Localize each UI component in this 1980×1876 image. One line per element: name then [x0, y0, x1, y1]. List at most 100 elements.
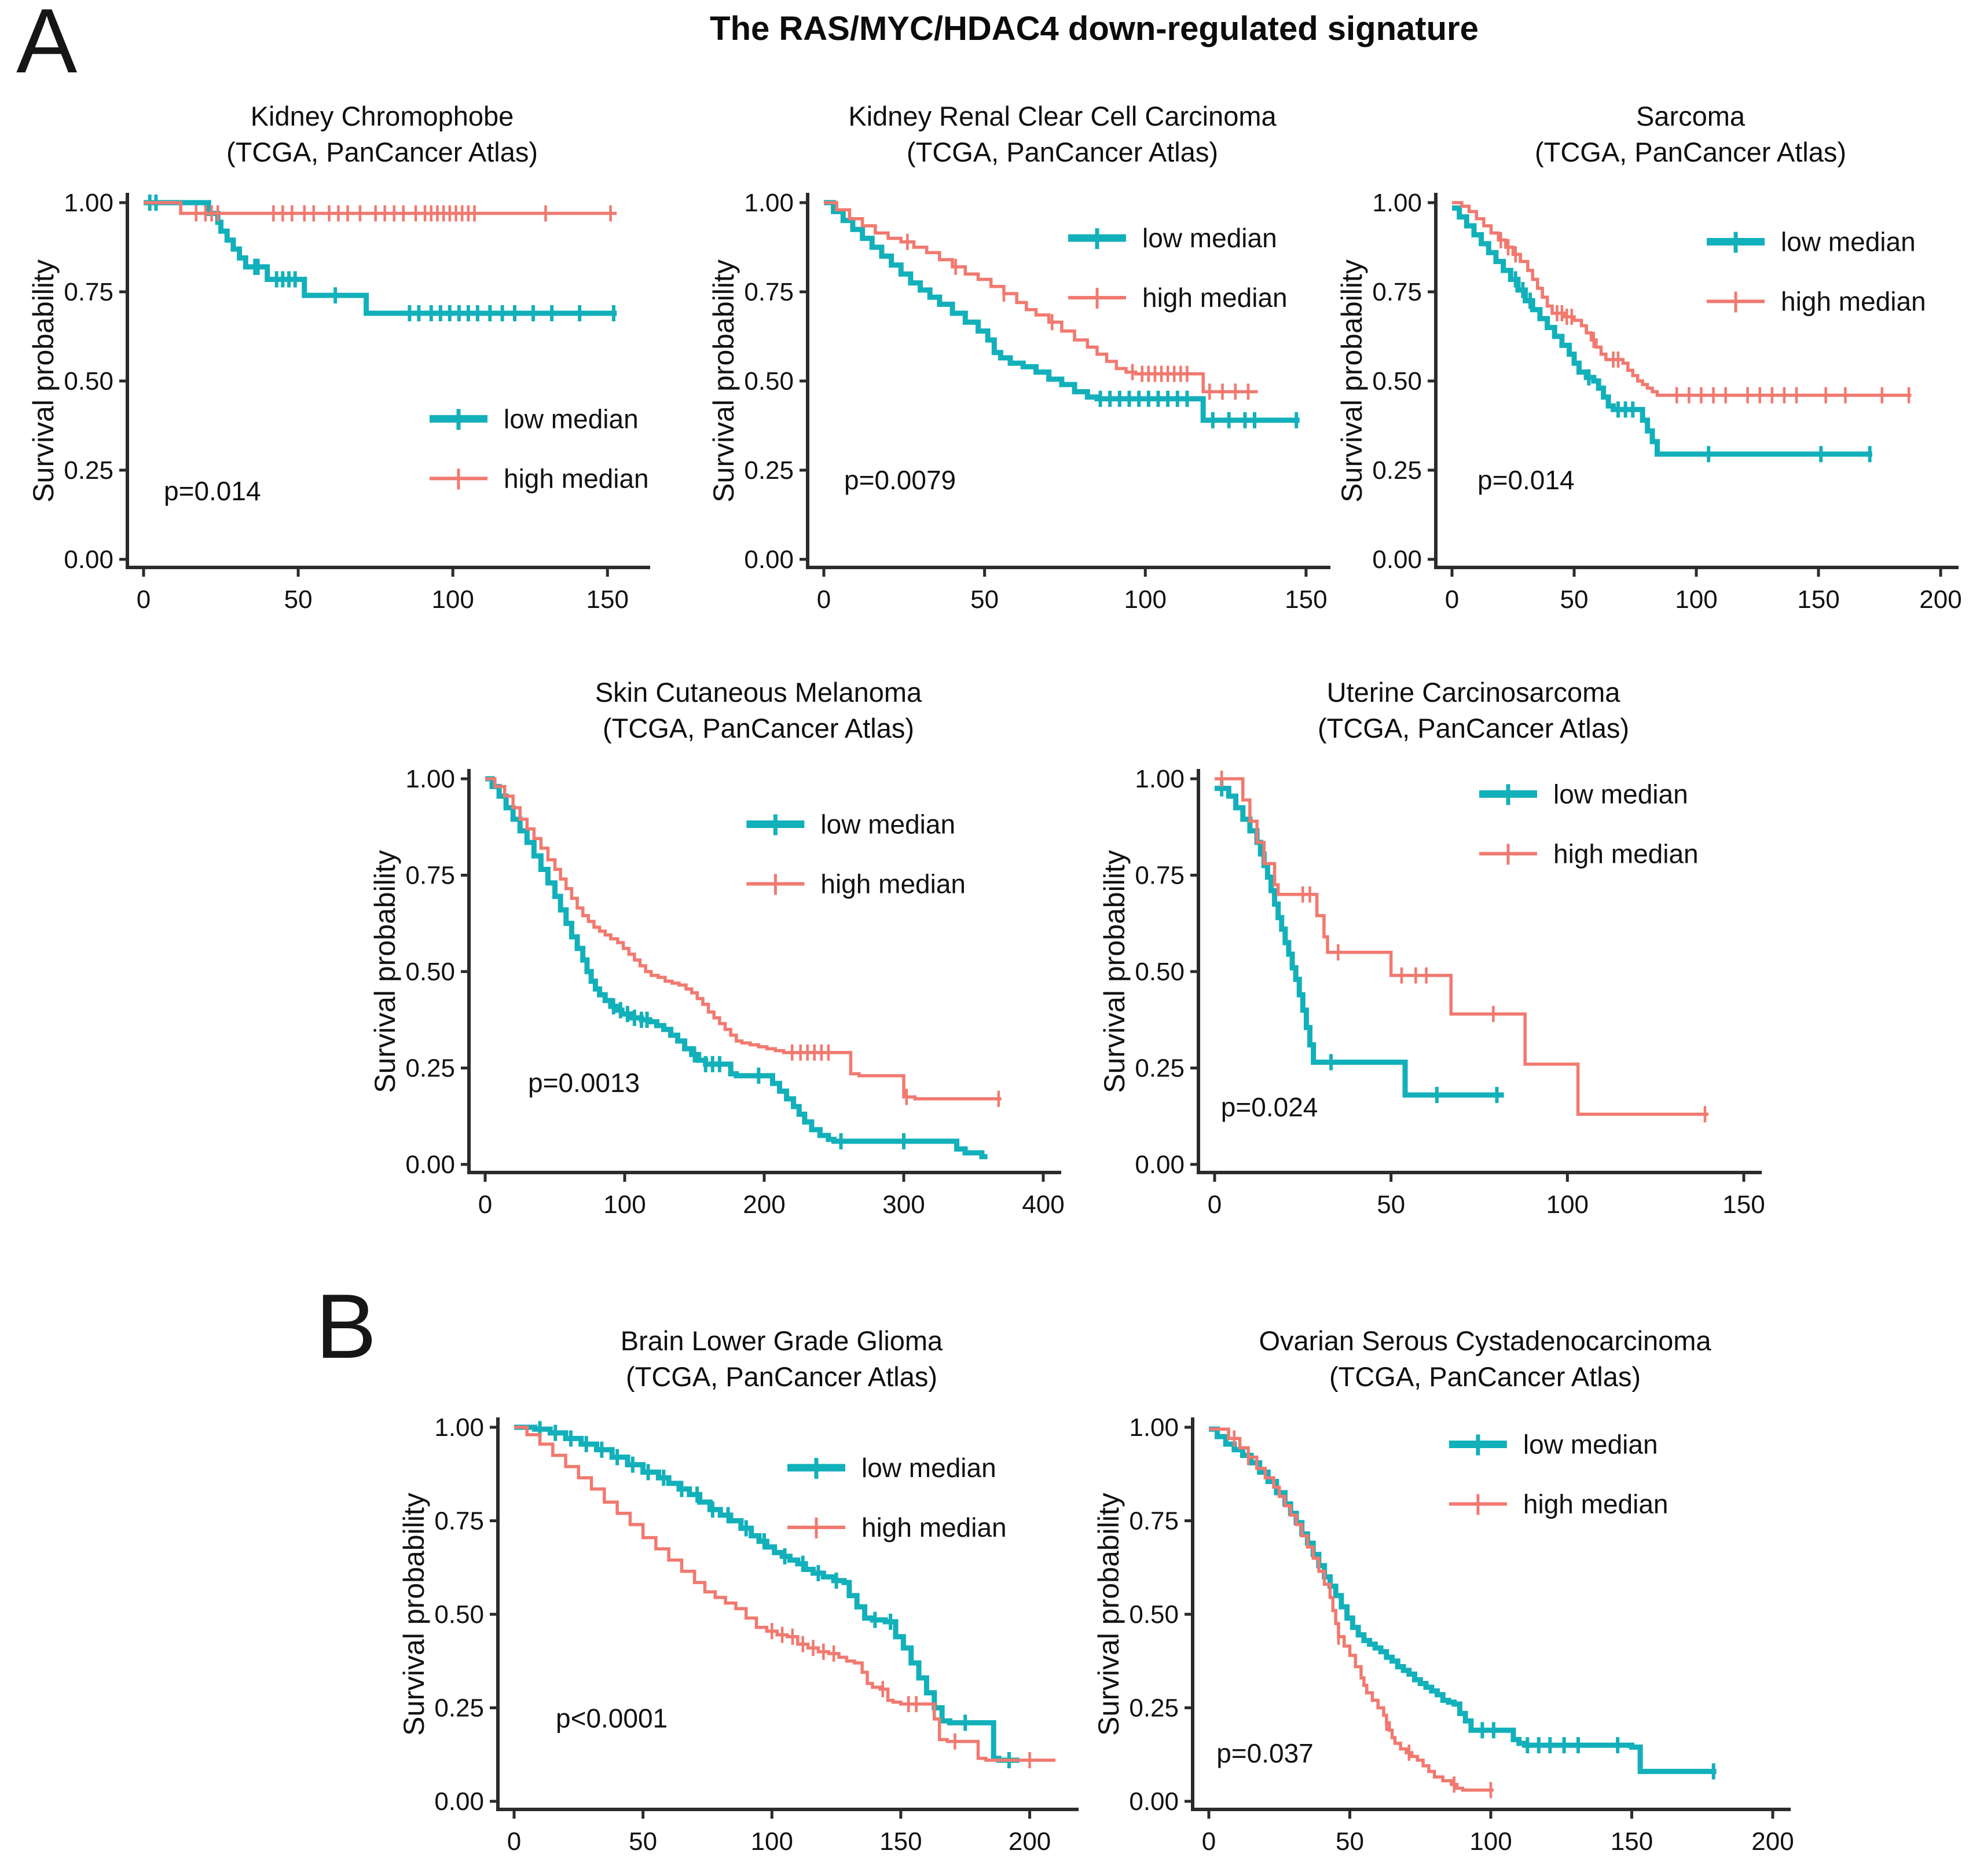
x-tick-label: 150: [1611, 1827, 1653, 1856]
legend-label: low median: [1523, 1429, 1658, 1459]
km-plot-svg: 1.00 0.75 0.50 0.25 0.00 0 50 100 150 200 Survival…: [1092, 1413, 1794, 1856]
plot-subtitle: (TCGA, PanCancer Atlas): [906, 137, 1219, 167]
y-axis-label: Survival probability: [369, 850, 401, 1093]
legend-item-low-median: low median: [1068, 223, 1277, 253]
km-plot-svg: 1.00 0.75 0.50 0.25 0.00 0 100 200 300 400 Surviva…: [369, 765, 1065, 1219]
plot-subtitle: (TCGA, PanCancer Atlas): [226, 137, 538, 167]
axes: [1197, 769, 1762, 1174]
p-value: p=0.014: [164, 476, 261, 506]
censor-marks-low-median: [1513, 271, 1872, 463]
panel-b-label: B: [316, 1276, 377, 1377]
p-value: p<0.0001: [556, 1703, 668, 1733]
x-tick-label: 0: [137, 585, 151, 614]
legend-item-high-median: high median: [1707, 287, 1926, 317]
plot-title: Kidney Renal Clear Cell Carcinoma: [848, 101, 1277, 131]
x-tick-label: 200: [1751, 1827, 1794, 1856]
axes: [1191, 1417, 1791, 1811]
axes: [1434, 193, 1959, 569]
y-tick-label: 1.00: [1129, 1413, 1179, 1442]
y-axis-label: Survival probability: [398, 1493, 430, 1736]
y-tick-label: 0.75: [1372, 278, 1422, 306]
curve-high-median: [1215, 777, 1709, 1116]
x-tick-label: 200: [1009, 1827, 1051, 1856]
censor-marks-high-median: [1220, 771, 1707, 1123]
legend-label: low median: [820, 809, 955, 839]
censor-marks-low-median: [1098, 390, 1299, 428]
x-tick-label: 0: [1445, 585, 1459, 614]
axes: [806, 193, 1330, 569]
legend-label: high median: [504, 463, 649, 493]
legend-item-high-median: high median: [430, 463, 649, 493]
censor-marks-low-median: [611, 998, 905, 1150]
censor-marks-high-median: [906, 233, 1250, 400]
y-tick-label: 0.25: [744, 456, 794, 485]
y-tick-label: 0.50: [1135, 958, 1185, 986]
curve-high-median: [514, 1426, 1056, 1762]
y-axis-label: Survival probability: [1336, 259, 1368, 503]
legend-label: low median: [1553, 779, 1688, 809]
censor-marks-low-median: [538, 1421, 1011, 1768]
y-tick-label: 1.00: [1372, 189, 1422, 217]
legend-label: high median: [820, 869, 966, 899]
legend-item-high-median: high median: [1068, 283, 1288, 313]
y-tick-label: 0.75: [64, 278, 113, 306]
legend-item-high-median: high median: [746, 869, 966, 899]
legend-item-high-median: high median: [1449, 1489, 1669, 1519]
km-plot-3: Sarcoma (TCGA, PanCancer Atlas) 1.00 0.75 0.…: [1332, 98, 1974, 636]
censor-marks-high-median: [771, 1623, 1031, 1768]
y-tick-label: 0.00: [64, 545, 113, 574]
plot-title: Uterine Carcinosarcoma: [1326, 677, 1620, 708]
y-tick-label: 0.50: [744, 367, 794, 395]
x-tick-label: 50: [1336, 1827, 1364, 1856]
axes: [126, 193, 650, 569]
km-plot-1: Kidney Chromophobe (TCGA, PanCancer Atlas…: [23, 98, 666, 636]
censor-marks-high-median: [790, 1044, 1000, 1107]
km-plot-5: Uterine Carcinosarcoma (TCGA, PanCancer A…: [1094, 675, 1777, 1241]
y-tick-label: 0.00: [434, 1787, 484, 1816]
km-plot-4: Skin Cutaneous Melanoma (TCGA, PanCancer …: [365, 675, 1077, 1241]
x-tick-label: 200: [743, 1190, 785, 1219]
legend-label: low median: [1142, 223, 1277, 253]
y-tick-label: 0.75: [1135, 862, 1185, 890]
curve-high-median: [1209, 1427, 1494, 1792]
plot-title: Ovarian Serous Cystadenocarcinoma: [1259, 1325, 1711, 1356]
y-tick-label: 1.00: [744, 189, 794, 217]
y-tick-label: 0.75: [434, 1507, 484, 1536]
x-tick-label: 50: [1377, 1190, 1405, 1219]
axes: [467, 769, 1061, 1174]
legend-label: low median: [861, 1453, 996, 1483]
legend-label: high median: [861, 1512, 1007, 1542]
legend: low median high median: [1479, 779, 1699, 869]
y-tick-label: 0.00: [405, 1150, 455, 1179]
legend-label: low median: [1781, 227, 1916, 257]
y-axis-label: Survival probability: [27, 259, 60, 503]
curve-low-median: [824, 200, 1300, 423]
plot-subtitle: (TCGA, PanCancer Atlas): [1317, 713, 1630, 743]
legend-item-high-median: high median: [787, 1512, 1007, 1542]
y-tick-label: 1.00: [64, 189, 113, 217]
x-tick-label: 150: [879, 1827, 922, 1856]
y-tick-label: 0.50: [1129, 1600, 1179, 1629]
legend-item-low-median: low median: [1449, 1429, 1658, 1459]
km-plot-svg: 1.00 0.75 0.50 0.25 0.00 0 50 100 150 Survival pr…: [27, 189, 650, 614]
y-tick-label: 0.50: [405, 958, 455, 986]
curve-high-median: [1452, 201, 1912, 397]
plot-title: Sarcoma: [1636, 101, 1746, 131]
x-tick-label: 0: [1202, 1827, 1216, 1856]
y-tick-label: 0.00: [1135, 1150, 1185, 1179]
y-tick-label: 1.00: [1135, 765, 1185, 793]
x-tick-label: 0: [478, 1190, 492, 1219]
censor-marks-low-median: [148, 195, 615, 321]
legend: low median high median: [1707, 227, 1926, 317]
p-value: p=0.037: [1216, 1738, 1314, 1768]
plot-subtitle: (TCGA, PanCancer Atlas): [602, 713, 915, 743]
legend-item-low-median: low median: [1479, 779, 1688, 809]
curve-low-median: [1215, 786, 1504, 1098]
plot-title-block: Kidney Renal Clear Cell Carcinoma (TCGA, …: [790, 98, 1334, 178]
km-plot-6: Brain Lower Grade Glioma (TCGA, PanCancer…: [394, 1323, 1094, 1876]
p-value: p=0.024: [1221, 1092, 1318, 1122]
y-axis-label: Survival probability: [707, 259, 740, 503]
legend: low median high median: [1068, 223, 1288, 313]
x-tick-label: 100: [751, 1827, 793, 1856]
legend-item-low-median: low median: [430, 404, 639, 434]
